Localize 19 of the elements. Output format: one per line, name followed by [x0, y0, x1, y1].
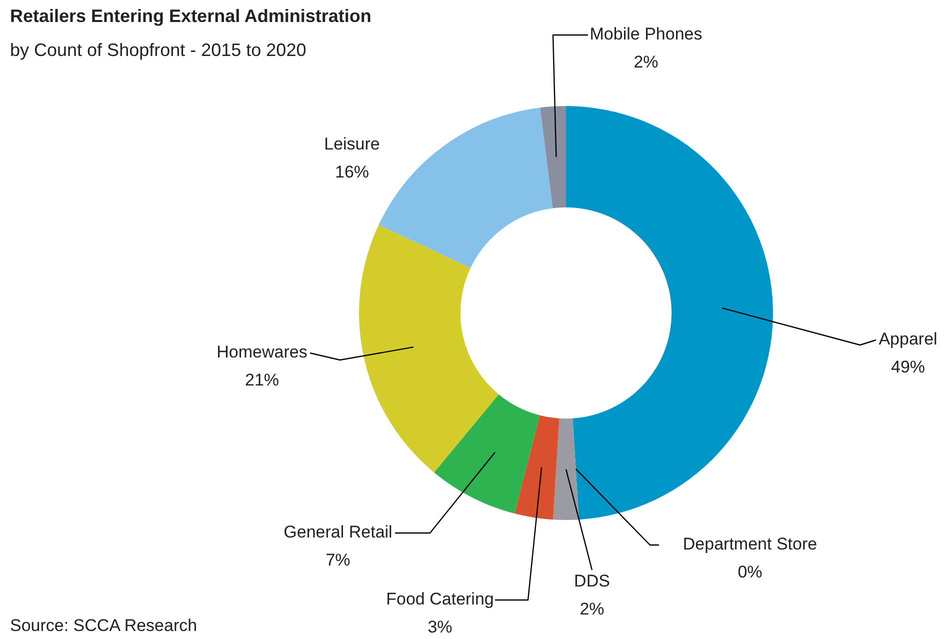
text: 0% — [738, 562, 762, 582]
data-label: 3% — [428, 618, 452, 637]
data-label: 2% — [580, 600, 604, 619]
slice-label: Leisure — [324, 134, 380, 154]
category-label: Department Store — [682, 534, 818, 554]
text: by Count of Shopfront - 2015 to 2020 — [10, 40, 306, 61]
slice-label: Food Catering — [386, 590, 494, 609]
source-note: Source: SCCA Research — [10, 616, 198, 636]
data-label: 16% — [334, 162, 370, 182]
slice-label: Mobile Phones — [590, 24, 702, 44]
slice-label: Homewares — [216, 342, 308, 362]
data-label: 49% — [890, 358, 926, 377]
data-label: 2% — [634, 52, 658, 72]
slice-label: DDS — [574, 572, 610, 591]
data-label: 7% — [326, 550, 350, 570]
chart-title: Retailers Entering External Administration — [10, 6, 372, 27]
slice-label: General Retail — [284, 522, 392, 542]
data-label: 21% — [244, 370, 280, 390]
slice-label: Apparel — [878, 330, 938, 349]
